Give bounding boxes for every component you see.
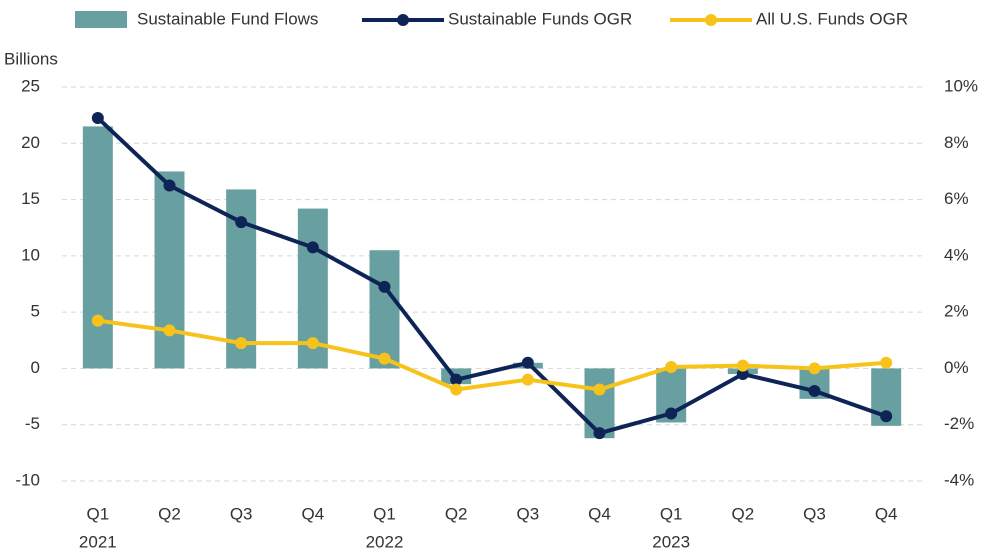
- bar: [584, 368, 615, 439]
- x-tick-label: Q4: [588, 504, 611, 523]
- legend-label: Sustainable Fund Flows: [137, 9, 318, 28]
- y-tick-label: 25: [21, 76, 40, 95]
- x-tick-label: Q2: [445, 504, 468, 523]
- line-point: [665, 361, 678, 374]
- bar: [369, 250, 400, 369]
- x-tick-label: Q4: [301, 504, 324, 523]
- legend-label: Sustainable Funds OGR: [448, 9, 632, 28]
- y2-tick-label: 8%: [944, 133, 969, 152]
- y-tick-label: 20: [21, 133, 40, 152]
- line-point: [378, 280, 391, 293]
- line-point: [593, 427, 606, 440]
- line-point: [880, 356, 893, 369]
- y-tick-label: 0: [31, 358, 40, 377]
- y2-tick-label: -4%: [944, 470, 974, 489]
- x-group-label: 2023: [652, 532, 690, 551]
- x-tick-label: Q1: [373, 504, 396, 523]
- line-point: [880, 410, 893, 423]
- legend-swatch: [705, 14, 717, 26]
- line-point: [736, 359, 749, 372]
- y2-tick-label: 4%: [944, 245, 969, 264]
- y-tick-label: -10: [15, 470, 40, 489]
- x-tick-label: Q2: [731, 504, 754, 523]
- x-tick-label: Q4: [875, 504, 898, 523]
- y2-tick-label: 2%: [944, 302, 969, 321]
- line: [97, 318, 887, 392]
- line-point: [808, 384, 821, 397]
- line-point: [91, 314, 104, 327]
- y-axis-label: Billions: [4, 49, 58, 68]
- legend-label: All U.S. Funds OGR: [756, 9, 908, 28]
- line-point: [163, 179, 176, 192]
- legend-swatch: [397, 14, 409, 26]
- x-tick-label: Q3: [516, 504, 539, 523]
- x-tick-label: Q3: [803, 504, 826, 523]
- y2-tick-label: 6%: [944, 189, 969, 208]
- y-tick-label: 15: [21, 189, 40, 208]
- line-point: [450, 373, 463, 386]
- x-tick-label: Q2: [158, 504, 181, 523]
- y2-tick-label: 10%: [944, 76, 978, 95]
- x-tick-label: Q1: [86, 504, 109, 523]
- x-tick-label: Q3: [230, 504, 253, 523]
- x-group-label: 2022: [366, 532, 404, 551]
- line-point: [306, 337, 319, 350]
- line-point: [378, 352, 391, 365]
- x-tick-label: Q1: [660, 504, 683, 523]
- y-tick-label: 5: [31, 302, 40, 321]
- bar: [82, 126, 113, 369]
- y2-tick-label: -2%: [944, 414, 974, 433]
- bar: [154, 171, 185, 369]
- line-point: [450, 383, 463, 396]
- y-tick-label: 10: [21, 245, 40, 264]
- legend-swatch: [75, 11, 127, 28]
- line-point: [593, 383, 606, 396]
- line-point: [306, 241, 319, 254]
- line-point: [665, 407, 678, 420]
- x-group-label: 2021: [79, 532, 117, 551]
- line-point: [521, 356, 534, 369]
- line-point: [736, 368, 749, 381]
- line-point: [808, 362, 821, 375]
- y2-tick-label: 0%: [944, 358, 969, 377]
- line-point: [235, 337, 248, 350]
- line-point: [521, 373, 534, 386]
- line-point: [235, 216, 248, 229]
- line-point: [91, 111, 104, 124]
- y-tick-label: -5: [25, 414, 40, 433]
- line: [96, 116, 887, 436]
- line-point: [163, 324, 176, 337]
